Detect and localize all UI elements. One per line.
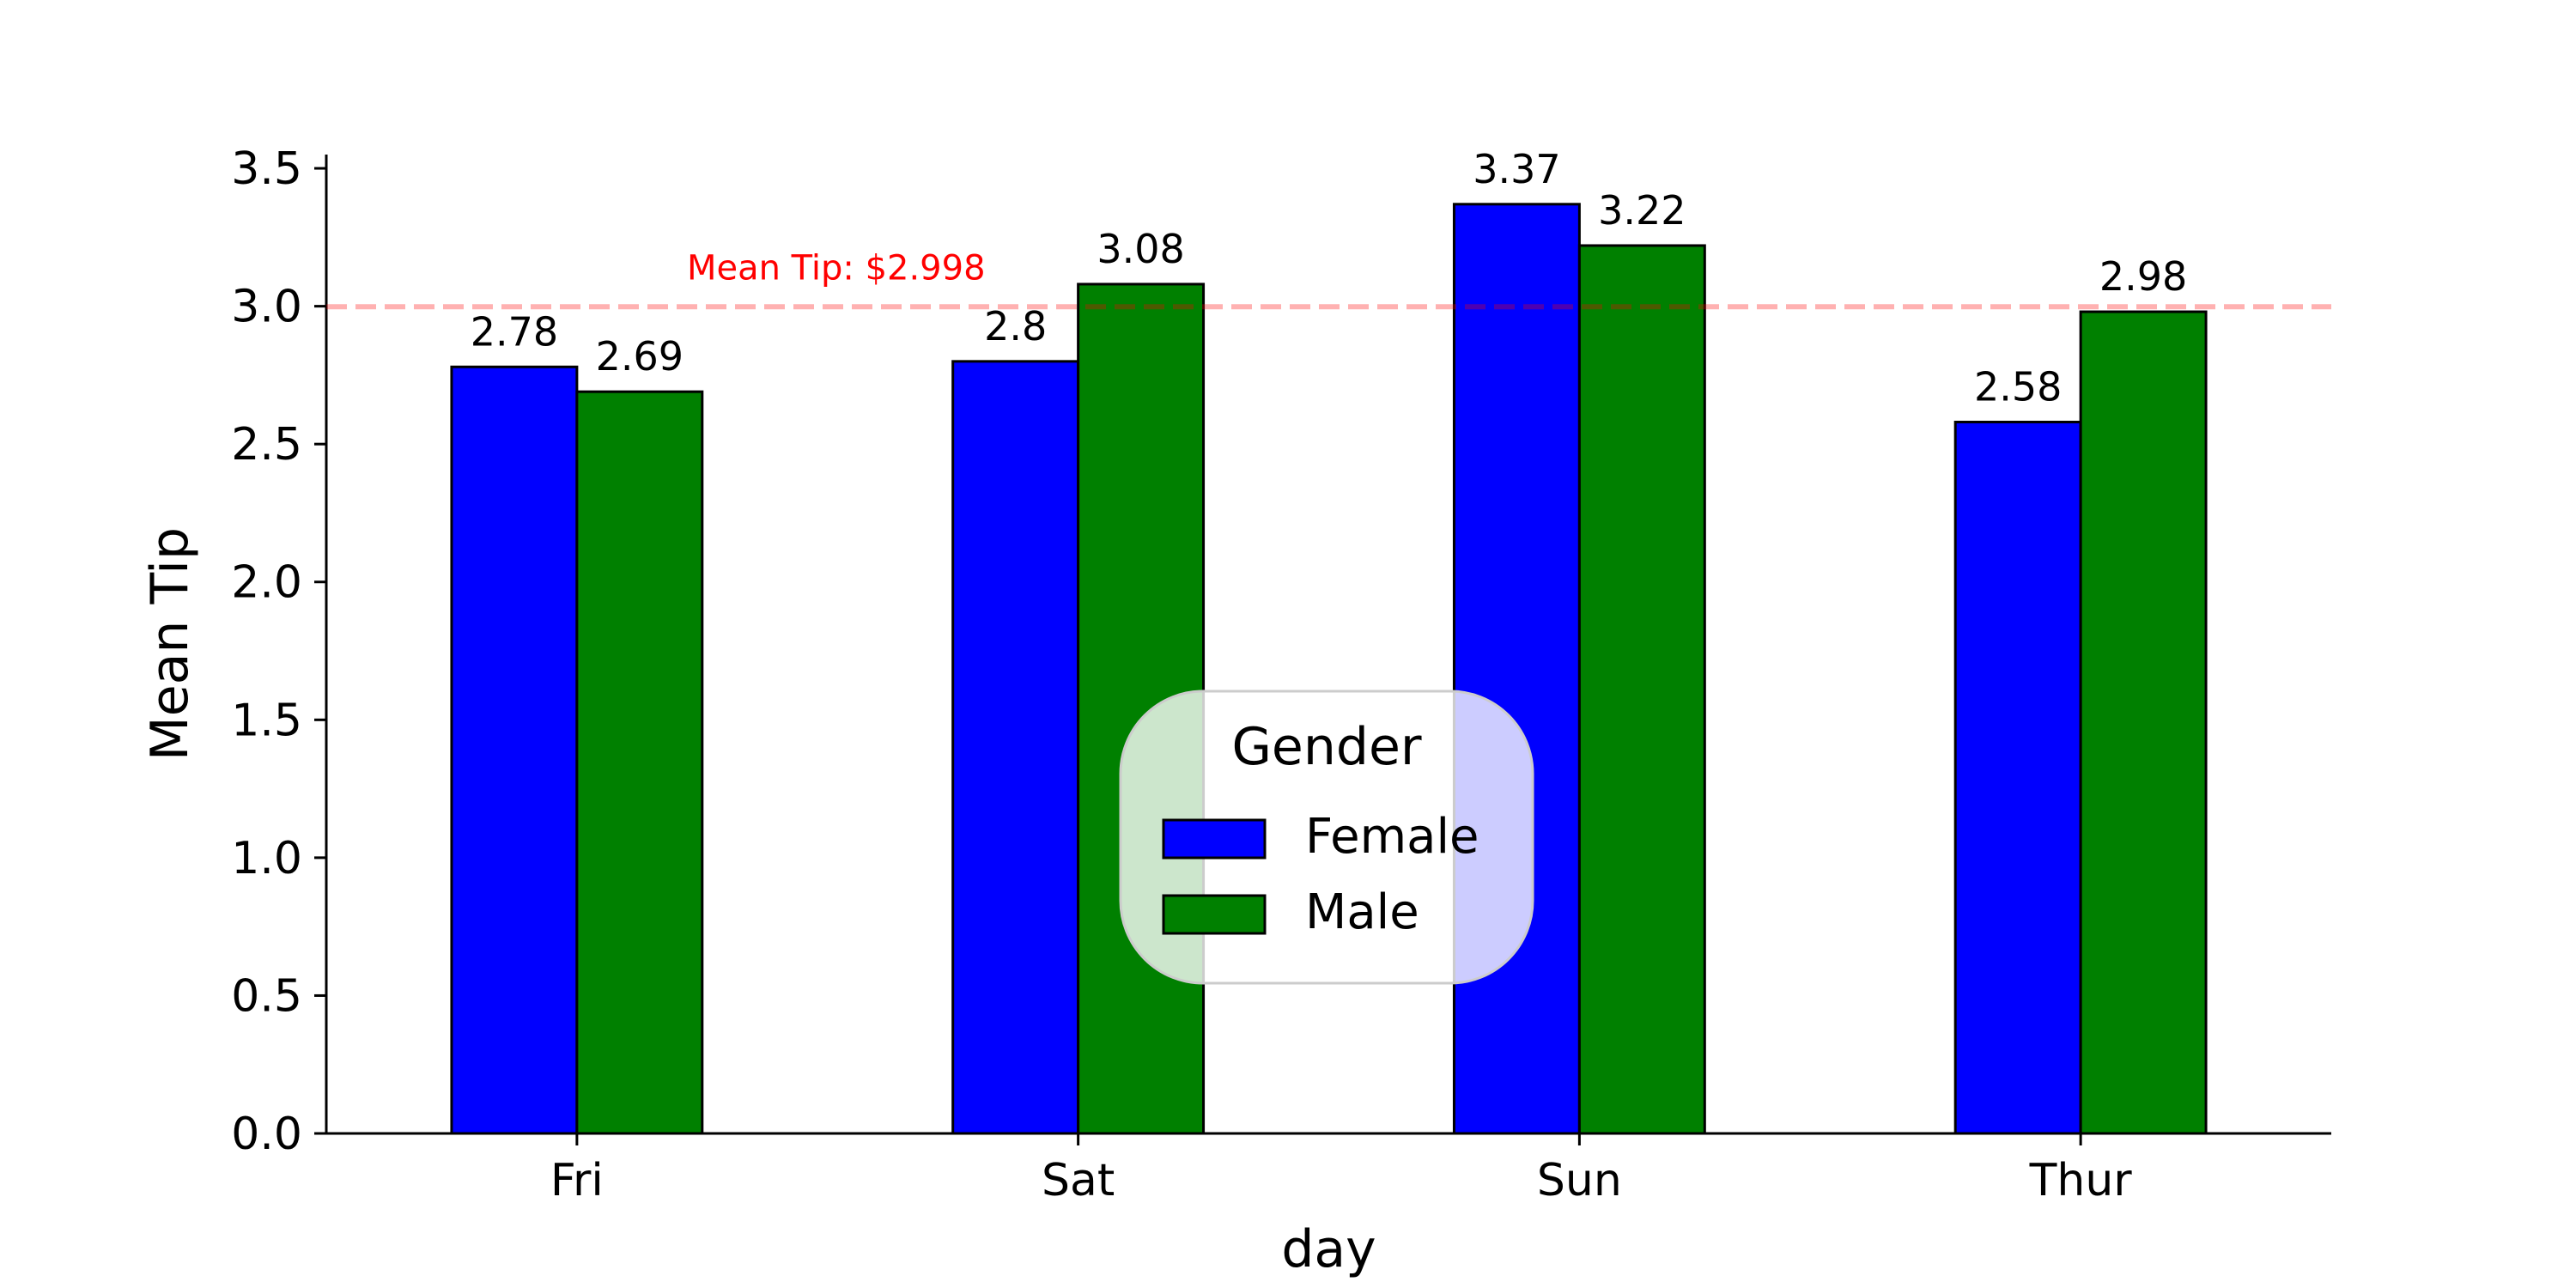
legend-label-male: Male [1305,884,1419,940]
y-tick-label: 0.0 [231,1109,302,1160]
bar-female-sat [951,360,1080,1135]
bar-male-sun [1577,244,1706,1135]
value-label-male-thur: 2.98 [2099,253,2187,300]
value-label-male-sun: 3.22 [1598,187,1686,234]
y-axis-label: Mean Tip [140,527,200,761]
legend-swatch-female [1162,818,1267,860]
x-tick-label-thur: Thur [2029,1155,2133,1206]
value-label-female-thur: 2.58 [1974,363,2062,410]
y-ticks-group: 0.0 0.5 1.0 1.5 2.0 2.5 3.0 3.5 [231,143,326,1160]
bar-female-thur [1953,420,2082,1135]
value-label-female-fri: 2.78 [471,308,558,355]
x-tick-label-sun: Sun [1537,1155,1622,1206]
y-tick-label: 2.0 [231,557,302,609]
bar-male-thur [2079,310,2208,1135]
y-tick-label: 3.0 [231,282,302,333]
x-tick-label-sat: Sat [1042,1155,1115,1206]
value-label-female-sat: 2.8 [984,303,1047,349]
value-labels-group: 2.78 2.8 3.37 2.58 2.69 3.08 3.22 2.98 [471,146,2188,410]
y-tick-label: 0.5 [231,970,302,1022]
value-label-male-sat: 3.08 [1097,226,1184,272]
legend-label-female: Female [1305,809,1479,865]
x-tick-label-fri: Fri [550,1155,604,1206]
legend-title: Gender [1231,717,1421,777]
y-tick-label: 1.0 [231,833,302,884]
y-tick-label: 2.5 [231,419,302,471]
reference-line-group: Mean Tip: $2.998 [326,248,2331,310]
y-tick-label: 3.5 [231,143,302,195]
bars-group [450,203,2208,1135]
x-axis-label: day [1281,1219,1376,1279]
bar-female-fri [450,365,579,1135]
axes-group: 0.0 0.5 1.0 1.5 2.0 2.5 3.0 3.5 Fri Sat Sun Thur M… [140,143,2331,1279]
value-label-female-sun: 3.37 [1473,146,1560,192]
legend-items-group: Female Male [1162,809,1479,940]
bar-male-fri [575,390,704,1135]
x-ticks-group: Fri Sat Sun Thur [550,1133,2132,1206]
mean-reference-label: Mean Tip: $2.998 [687,248,986,288]
legend: Gender Female Male [1119,690,1534,985]
value-label-male-fri: 2.69 [596,333,683,380]
y-tick-label: 1.5 [231,695,302,746]
bar-female-sun [1452,203,1581,1135]
legend-swatch-male [1162,894,1267,935]
